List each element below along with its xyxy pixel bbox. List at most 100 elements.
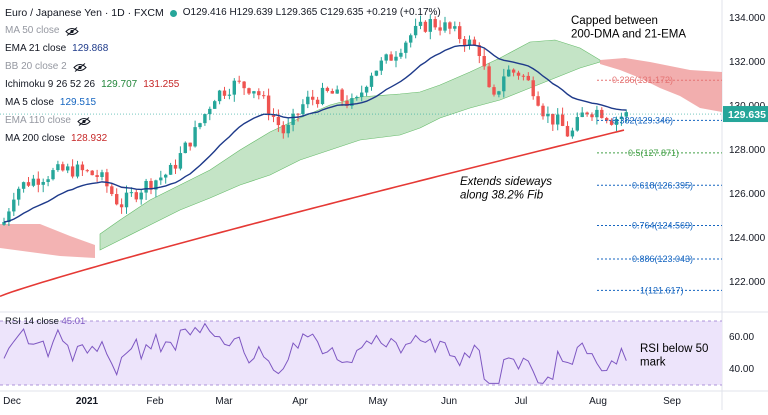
candle-body — [335, 89, 339, 94]
candle-body — [418, 21, 423, 26]
candle-body — [183, 142, 187, 154]
candle-body — [516, 72, 521, 76]
indicator-value: 129.515 — [59, 97, 97, 108]
candle-body — [61, 164, 65, 171]
candle-body — [453, 26, 457, 29]
candle-body — [301, 104, 305, 115]
candle-body — [119, 204, 124, 208]
current-price-tag — [723, 106, 768, 123]
current-price-value: 129.635 — [728, 109, 766, 121]
candle-body — [26, 182, 31, 186]
candle-body — [217, 90, 222, 102]
time-axis-label: Dec — [3, 396, 21, 407]
candle-body — [619, 116, 624, 120]
candle-body — [159, 177, 163, 181]
candle-body — [232, 80, 236, 95]
candle-body — [600, 109, 604, 119]
rsi-axis-label: 60.00 — [729, 332, 754, 343]
candle-body — [262, 95, 266, 97]
candle-body — [325, 87, 330, 91]
rsi-band — [0, 321, 722, 385]
candle-body — [213, 101, 217, 109]
indicator-value: 129.868 — [72, 43, 109, 54]
candle-body — [252, 91, 256, 94]
candle-body — [350, 98, 354, 106]
time-axis-label: 2021 — [76, 396, 99, 407]
candle-body — [345, 100, 349, 106]
hidden-eye-icon[interactable] — [73, 62, 87, 72]
indicator-row[interactable]: BB 20 close 2 — [5, 58, 441, 76]
candle-body — [404, 42, 408, 53]
candle-body — [477, 45, 481, 57]
candle-body — [355, 96, 359, 99]
market-status-dot — [169, 9, 177, 17]
candle-body — [482, 56, 486, 67]
candle-body — [80, 164, 85, 171]
candle-body — [17, 188, 21, 200]
indicator-rows: MA 50 close EMA 21 close 129.868 BB 20 clos… — [5, 22, 441, 148]
hidden-eye-icon[interactable] — [77, 116, 91, 126]
time-axis-label: Feb — [146, 396, 164, 407]
fib-level-label: 0.382(129.346) — [612, 115, 673, 125]
ichimoku-cloud-bearish-early — [0, 224, 95, 258]
candle-body — [507, 69, 511, 77]
candle-body — [624, 112, 628, 117]
indicator-row[interactable]: MA 50 close — [5, 22, 441, 40]
candle-body — [330, 90, 334, 94]
candle-body — [609, 120, 614, 125]
indicator-row[interactable]: Ichimoku 9 26 52 26 129.707 131.255 — [5, 76, 441, 94]
candle-body — [46, 179, 50, 182]
candle-body — [237, 80, 241, 82]
rsi-line[interactable] — [3, 322, 627, 384]
candle-body — [154, 180, 158, 190]
candle-body — [85, 170, 89, 172]
candle-body — [369, 75, 374, 87]
candle-body — [315, 99, 320, 105]
annotation-rsi-below-50: RSI below 50 mark — [640, 343, 708, 369]
candle-body — [423, 21, 428, 32]
candle-body — [565, 125, 570, 137]
candle-body — [168, 164, 173, 175]
candle-body — [311, 96, 315, 100]
time-axis-label: Aug — [589, 396, 607, 407]
candle-body — [413, 25, 418, 36]
fib-level-label: 1(121.617) — [640, 285, 684, 295]
candle-body — [90, 170, 94, 176]
indicator-label: MA 5 close — [5, 97, 54, 108]
candle-body — [467, 39, 472, 46]
candle-body — [36, 178, 40, 185]
time-axis-label: Apr — [292, 396, 308, 407]
rsi-legend-label: RSI 14 close 45.01 — [5, 316, 85, 327]
indicator-row[interactable]: MA 200 close 128.932 — [5, 130, 441, 148]
candle-body — [458, 26, 462, 40]
candle-body — [492, 87, 496, 95]
candle-body — [124, 192, 129, 208]
candle-body — [585, 112, 589, 115]
hidden-eye-icon[interactable] — [65, 26, 80, 36]
candle-body — [546, 113, 550, 117]
candle-body — [257, 91, 261, 96]
candle-body — [12, 199, 16, 212]
candle-body — [144, 180, 148, 193]
candle-body — [193, 127, 197, 147]
annotation-capped: Capped between 200-DMA and 21-EMA — [571, 15, 686, 41]
indicator-label: BB 20 close 2 — [5, 61, 67, 72]
candle-body — [173, 164, 178, 169]
ma-200-line[interactable] — [0, 129, 625, 298]
candle-body — [203, 114, 207, 124]
indicator-value: 129.707 — [101, 79, 138, 90]
indicator-row[interactable]: EMA 21 close 129.868 — [5, 40, 441, 58]
candle-body — [222, 90, 227, 96]
indicator-label: MA 50 close — [5, 25, 60, 36]
candle-body — [374, 70, 379, 76]
candle-body — [443, 22, 447, 31]
indicator-legend: Euro / Japanese Yen · 1D · FXCM O129.416… — [5, 4, 441, 148]
ema-21-line[interactable] — [3, 44, 627, 223]
candle-body — [271, 115, 276, 117]
price-axis-label: 122.000 — [729, 277, 766, 288]
candle-body — [129, 192, 134, 194]
indicator-row[interactable]: MA 5 close 129.515 — [5, 94, 441, 112]
indicator-row[interactable]: EMA 110 close — [5, 112, 441, 130]
